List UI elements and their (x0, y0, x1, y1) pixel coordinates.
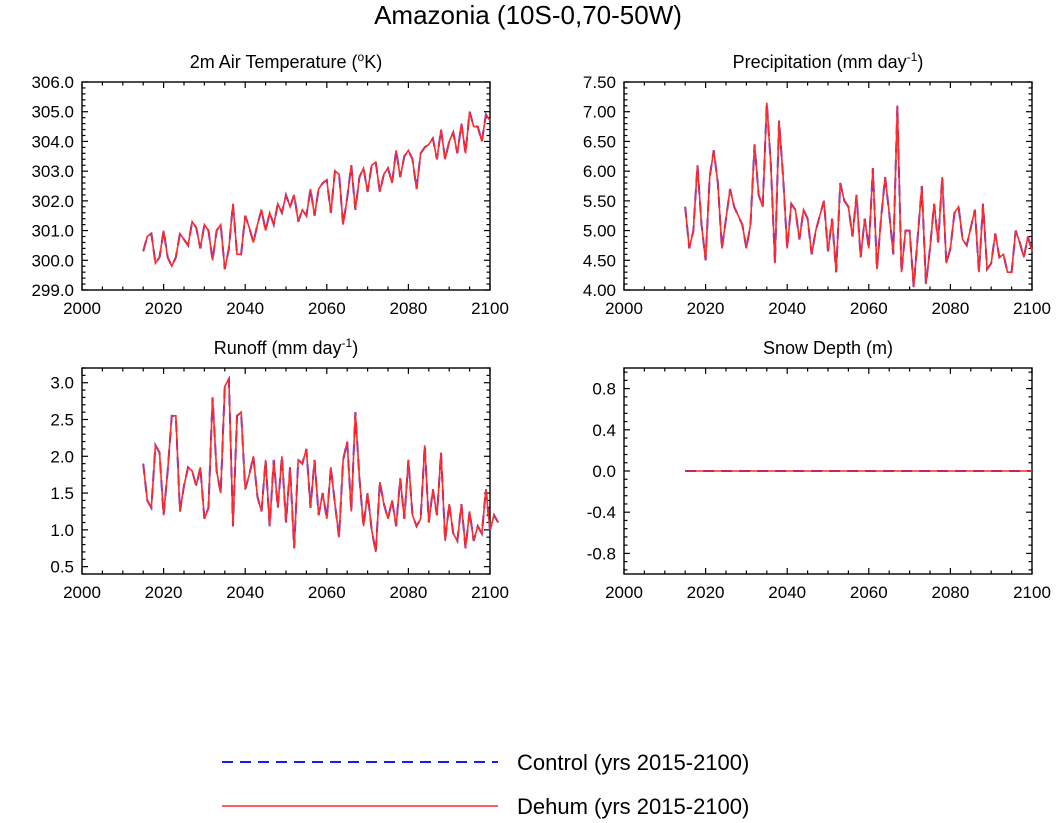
precipitation-x-axis: 2000 2020 2040 2060 2080 2100 (605, 82, 1051, 318)
precipitation-y-tick-label: 7.50 (583, 73, 616, 92)
precipitation-title-suffix: ) (917, 52, 923, 72)
air-temperature-title: 2m Air Temperature (oK) (190, 50, 382, 72)
panel-runoff: Runoff (mm day-1) 2000 2020 2040 2060 2080 210… (50, 336, 509, 602)
snow-depth-y-tick-label: -0.8 (587, 544, 616, 563)
air-temperature-x-tick-label: 2040 (226, 299, 264, 318)
runoff-x-tick-label: 2040 (226, 583, 264, 602)
air-temperature-series-control (142, 111, 491, 270)
precipitation-y-tick-label: 5.00 (583, 222, 616, 241)
snow-depth-title-text: Snow Depth (m) (763, 338, 893, 358)
runoff-x-tick-label: 2000 (63, 583, 101, 602)
air-temperature-y-tick-label: 305.0 (31, 103, 74, 122)
air-temperature-series-dehum (142, 111, 491, 270)
figure-title: Amazonia (10S-0,70-50W) (374, 0, 682, 30)
runoff-title-text: Runoff (mm day (214, 338, 342, 358)
runoff-x-axis: 2000 2020 2040 2060 2080 2100 (63, 368, 509, 602)
runoff-y-tick-label: 2.0 (50, 447, 74, 466)
air-temperature-x-tick-label: 2020 (145, 299, 183, 318)
runoff-y-tick-label: 1.0 (50, 521, 74, 540)
precipitation-x-tick-label: 2000 (605, 299, 643, 318)
snow-depth-y-axis: -0.8 -0.4 0.0 0.4 0.8 (587, 371, 1032, 571)
runoff-title-superscript: -1 (342, 336, 353, 350)
precipitation-series-dehum (684, 102, 1033, 288)
snow-depth-x-tick-label: 2020 (687, 583, 725, 602)
snow-depth-y-tick-label: 0.8 (592, 380, 616, 399)
snow-depth-x-axis: 2000 2020 2040 2060 2080 2100 (605, 368, 1051, 602)
air-temperature-title-suffix: K) (364, 52, 382, 72)
runoff-title: Runoff (mm day-1) (214, 336, 358, 358)
air-temperature-y-tick-label: 300.0 (31, 251, 74, 270)
air-temperature-y-tick-label: 303.0 (31, 162, 74, 181)
runoff-y-axis: 0.5 1.0 1.5 2.0 2.5 3.0 (50, 367, 490, 577)
snow-depth-y-tick-label: 0.4 (592, 421, 616, 440)
air-temperature-y-tick-label: 306.0 (31, 73, 74, 92)
air-temperature-x-tick-label: 2060 (308, 299, 346, 318)
runoff-x-tick-label: 2020 (145, 583, 183, 602)
runoff-x-tick-label: 2100 (471, 583, 509, 602)
legend-label-dehum: Dehum (yrs 2015-2100) (517, 794, 749, 819)
air-temperature-plot-frame (81, 81, 491, 291)
runoff-y-tick-label: 0.5 (50, 558, 74, 577)
air-temperature-x-tick-label: 2080 (389, 299, 427, 318)
snow-depth-x-tick-label: 2000 (605, 583, 643, 602)
snow-depth-x-tick-label: 2060 (850, 583, 888, 602)
air-temperature-y-tick-label: 304.0 (31, 132, 74, 151)
panel-air-temperature: 2m Air Temperature (oK)2000 2020 2040 2060 2… (31, 50, 508, 318)
precipitation-x-tick-label: 2040 (768, 299, 806, 318)
runoff-title-suffix: ) (352, 338, 358, 358)
precipitation-y-tick-label: 6.00 (583, 162, 616, 181)
runoff-x-tick-label: 2080 (389, 583, 427, 602)
snow-depth-y-tick-label: 0.0 (592, 462, 616, 481)
snow-depth-title: Snow Depth (m) (763, 338, 893, 358)
air-temperature-y-axis: 299.0 300.0 301.0 302.0 303.0 304.0 305.0 306.0 (31, 73, 490, 300)
air-temperature-x-axis: 2000 2020 2040 2060 2080 2100 (63, 82, 509, 318)
panel-precipitation: Precipitation (mm day-1) 2000 2020 2040 2060… (583, 50, 1051, 318)
runoff-y-tick-label: 3.0 (50, 374, 74, 393)
air-temperature-x-tick-label: 2100 (471, 299, 509, 318)
air-temperature-x-tick-label: 2000 (63, 299, 101, 318)
precipitation-title-superscript: -1 (907, 50, 918, 64)
precipitation-y-tick-label: 4.50 (583, 251, 616, 270)
precipitation-x-tick-label: 2060 (850, 299, 888, 318)
precipitation-title: Precipitation (mm day-1) (733, 50, 924, 72)
snow-depth-x-tick-label: 2080 (931, 583, 969, 602)
panel-snow-depth: Snow Depth (m) 2000 2020 2040 2060 2080 2100 -0… (587, 338, 1051, 602)
precipitation-plot-frame (623, 81, 1033, 291)
air-temperature-title-text: 2m Air Temperature ( (190, 52, 358, 72)
legend-label-control: Control (yrs 2015-2100) (517, 750, 749, 775)
snow-depth-x-tick-label: 2100 (1013, 583, 1051, 602)
snow-depth-x-tick-label: 2040 (768, 583, 806, 602)
precipitation-y-tick-label: 4.00 (583, 281, 616, 300)
precipitation-x-tick-label: 2080 (931, 299, 969, 318)
precipitation-x-tick-label: 2100 (1013, 299, 1051, 318)
precipitation-x-tick-label: 2020 (687, 299, 725, 318)
runoff-y-tick-label: 1.5 (50, 484, 74, 503)
air-temperature-y-tick-label: 299.0 (31, 281, 74, 300)
runoff-series-dehum (142, 376, 499, 553)
air-temperature-y-tick-label: 301.0 (31, 222, 74, 241)
precipitation-title-text: Precipitation (mm day (733, 52, 907, 72)
runoff-x-tick-label: 2060 (308, 583, 346, 602)
air-temperature-y-tick-label: 302.0 (31, 192, 74, 211)
legend: Control (yrs 2015-2100) Dehum (yrs 2015-… (222, 750, 749, 819)
precipitation-y-tick-label: 6.50 (583, 132, 616, 151)
snow-depth-y-tick-label: -0.4 (587, 503, 616, 522)
air-temperature-title-superscript: o (358, 50, 365, 64)
precipitation-y-axis: 4.00 4.50 5.00 5.50 6.00 6.50 7.00 7.50 (583, 73, 1032, 300)
precipitation-y-tick-label: 7.00 (583, 103, 616, 122)
runoff-y-tick-label: 2.5 (50, 411, 74, 430)
precipitation-y-tick-label: 5.50 (583, 192, 616, 211)
